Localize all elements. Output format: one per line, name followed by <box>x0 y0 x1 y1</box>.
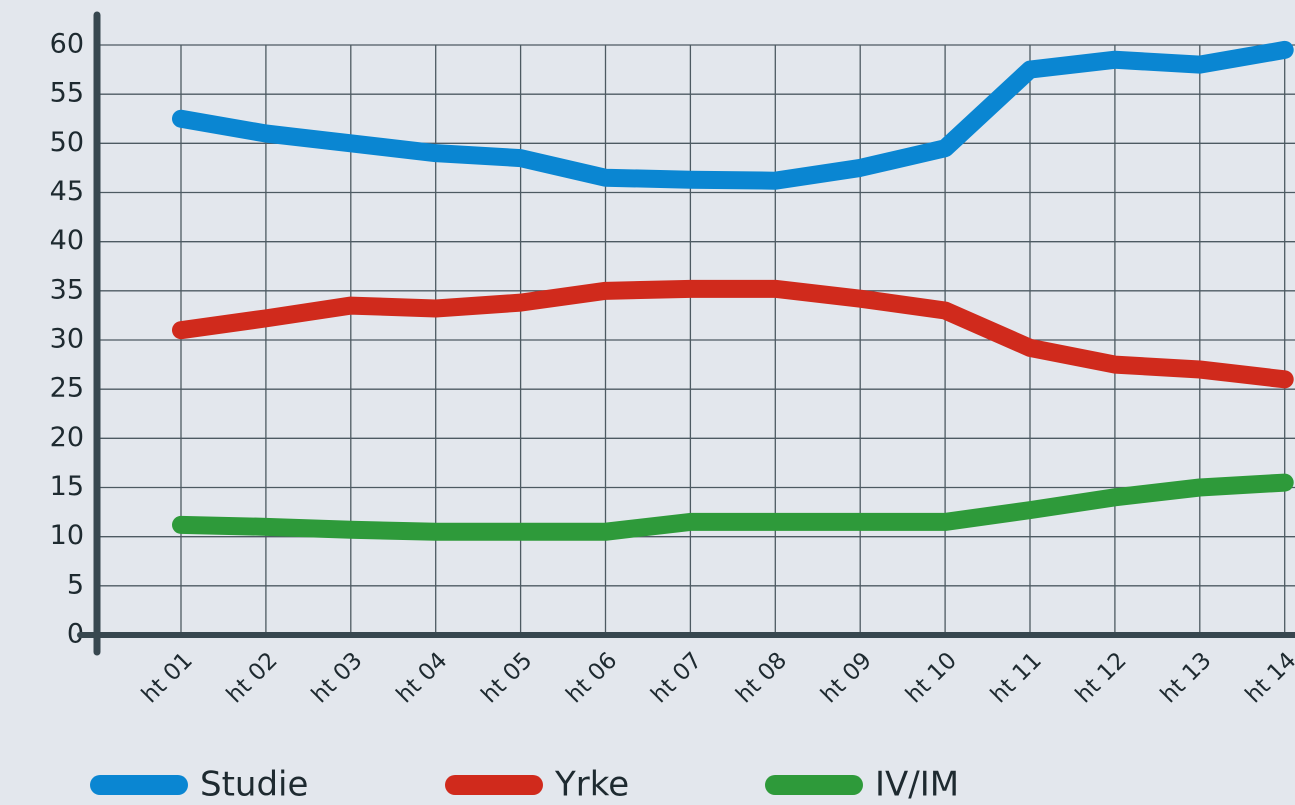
x-tick-label: ht 06 <box>561 647 622 708</box>
x-tick-label: ht 14 <box>1241 647 1295 708</box>
legend-label: Studie <box>200 765 308 805</box>
series-line <box>172 40 1294 190</box>
y-tick-label: 45 <box>50 176 84 207</box>
legend-label: IV/IM <box>875 765 959 805</box>
x-tick-label: ht 04 <box>392 647 453 708</box>
y-tick-label: 15 <box>50 471 84 502</box>
y-tick-label: 55 <box>50 78 84 109</box>
y-tick-label: 25 <box>50 373 84 404</box>
series-line <box>172 279 1294 389</box>
x-tick-label: ht 12 <box>1071 647 1132 708</box>
series-line <box>172 473 1294 541</box>
y-tick-label: 35 <box>50 274 84 305</box>
y-tick-label: 40 <box>50 225 84 256</box>
legend-label: Yrke <box>554 765 629 805</box>
x-tick-label: ht 02 <box>222 647 283 708</box>
y-tick-label: 50 <box>50 127 84 158</box>
x-tick-label: ht 01 <box>137 647 198 708</box>
x-tick-label: ht 03 <box>307 647 368 708</box>
y-tick-label: 30 <box>50 324 84 355</box>
x-tick-label: ht 08 <box>731 647 792 708</box>
x-tick-label: ht 11 <box>986 647 1047 708</box>
y-tick-label: 20 <box>50 422 84 453</box>
x-tick-label: ht 05 <box>476 647 537 708</box>
x-tick-label: ht 13 <box>1156 647 1217 708</box>
y-tick-label: 5 <box>67 569 84 600</box>
x-tick-label: ht 10 <box>901 647 962 708</box>
y-tick-label: 10 <box>50 520 84 551</box>
x-tick-label: ht 09 <box>816 647 877 708</box>
x-tick-label: ht 07 <box>646 647 707 708</box>
y-tick-label: 60 <box>50 29 84 60</box>
y-tick-label: 0 <box>67 619 84 650</box>
